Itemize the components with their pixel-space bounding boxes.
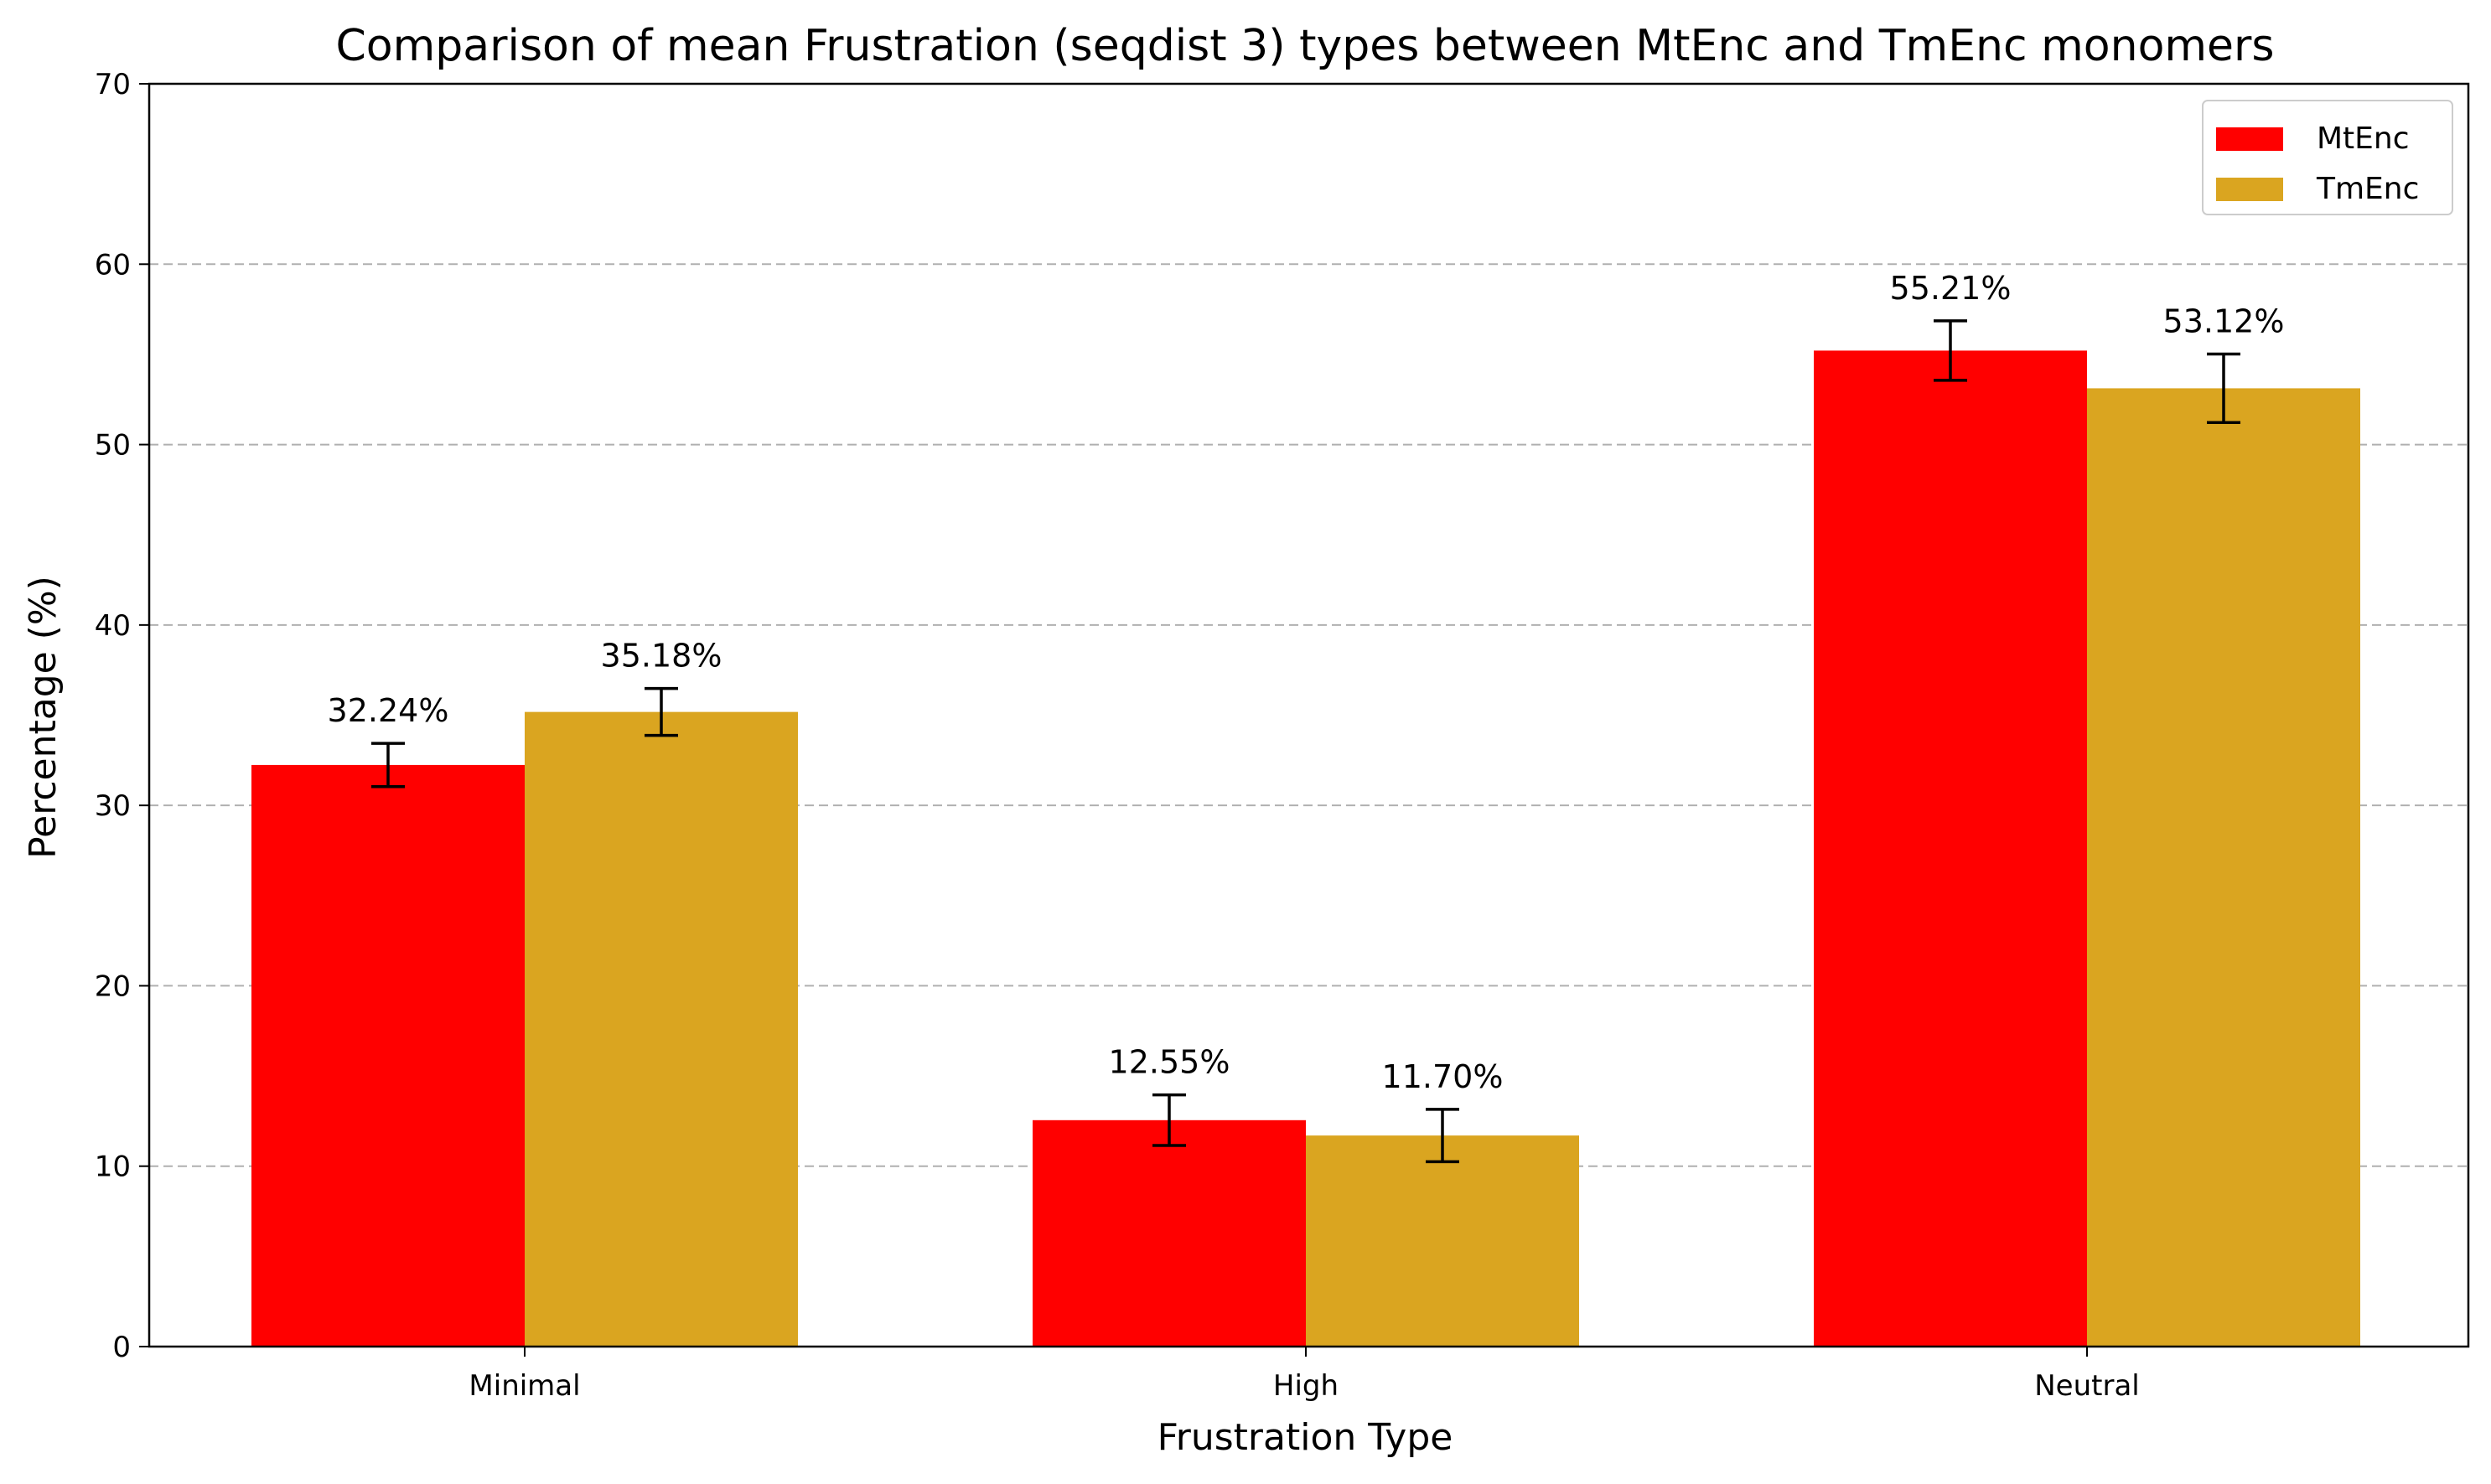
plot-area-frame (148, 82, 2470, 1348)
y-tick-label: 30 (95, 789, 131, 823)
bars (251, 350, 2360, 1347)
bar-mtenc-minimal (251, 764, 525, 1347)
x-axis-label: Frustration Type (1157, 1416, 1453, 1459)
x-tick-label-neutral: Neutral (2034, 1369, 2140, 1403)
x-axis-ticks: Minimal High Neutral (469, 1347, 2140, 1403)
bar-tmenc-high (1306, 1135, 1579, 1347)
bar-tmenc-minimal (525, 711, 798, 1347)
value-label: 53.12% (2163, 302, 2285, 339)
y-axis-label: Percentage (%) (22, 576, 65, 859)
chart-title: Comparison of mean Frustration (seqdist … (335, 21, 2274, 71)
y-tick-label: 60 (95, 248, 131, 282)
legend-label-mtenc: MtEnc (2317, 122, 2410, 156)
error-bars (371, 319, 2240, 1164)
value-labels: 32.24% 35.18% 12.55% 11.70% 55.21% 53.12% (328, 270, 2285, 1095)
y-axis-ticks: 0 10 20 30 40 50 60 70 (95, 68, 149, 1364)
bar-mtenc-high (1033, 1119, 1306, 1347)
legend-label-tmenc: TmEnc (2316, 172, 2419, 206)
value-label: 35.18% (601, 638, 722, 675)
y-tick-label: 0 (112, 1331, 131, 1364)
y-tick-label: 20 (95, 970, 131, 1003)
value-label: 11.70% (1382, 1058, 1504, 1095)
value-label: 12.55% (1109, 1044, 1230, 1081)
y-tick-label: 10 (95, 1150, 131, 1184)
value-label: 32.24% (328, 692, 449, 729)
legend: MtEnc TmEnc (2202, 100, 2453, 215)
y-tick-label: 70 (95, 68, 131, 101)
y-tick-label: 40 (95, 609, 131, 643)
bar-mtenc-neutral (1814, 350, 2087, 1347)
y-tick-label: 50 (95, 429, 131, 463)
value-label: 55.21% (1890, 270, 2012, 307)
legend-swatch-tmenc (2216, 178, 2283, 201)
x-tick-label-high: High (1273, 1369, 1339, 1403)
legend-swatch-mtenc (2216, 127, 2283, 151)
x-tick-label-minimal: Minimal (469, 1369, 580, 1403)
bar-tmenc-neutral (2087, 388, 2360, 1347)
